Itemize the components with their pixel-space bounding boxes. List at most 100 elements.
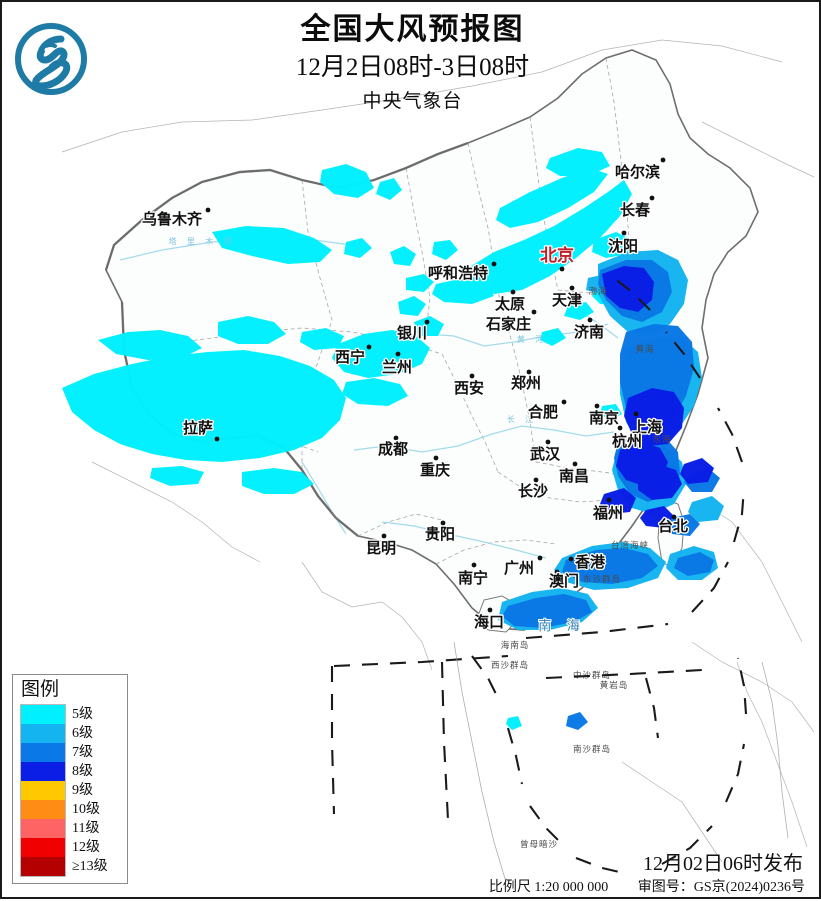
city-dot-9 [649, 195, 655, 201]
city-label-乌鲁木齐: 乌鲁木齐 [142, 210, 203, 228]
river-label: 长 江 [507, 414, 537, 424]
city-dot-33 [487, 607, 493, 613]
city-dot-26 [671, 514, 677, 520]
city-label-西宁: 西宁 [335, 348, 365, 366]
city-dot-21 [433, 455, 439, 461]
city-dot-6 [559, 266, 565, 272]
nine-dash-line [330, 277, 748, 876]
city-label-兰州: 兰州 [382, 358, 412, 376]
city-label-郑州: 郑州 [511, 374, 541, 392]
city-label-广州: 广州 [504, 559, 534, 577]
city-label-昆明: 昆明 [366, 540, 396, 557]
city-dot-24 [533, 477, 539, 483]
legend-label-8: ≥13级 [72, 859, 108, 874]
river-label: 黄 河 [517, 334, 547, 344]
city-dot-3 [366, 344, 372, 350]
river-label: 塔 里 木 河 [169, 236, 236, 246]
city-label-济南: 济南 [574, 323, 604, 341]
footer-line: 比例尺 1:20 000 000 审图号：GS京(2024)0236号 [2, 876, 819, 896]
city-dot-12 [531, 309, 537, 315]
city-label-成都: 成都 [378, 440, 408, 458]
city-label-北京: 北京 [540, 245, 574, 265]
city-dot-11 [510, 289, 516, 295]
legend-label-2: 7级 [72, 745, 93, 760]
map-scale: 比例尺 1:20 000 000 [488, 880, 609, 895]
legend-label-7: 12级 [72, 840, 100, 855]
city-dot-23 [572, 461, 578, 467]
city-label-南宁: 南宁 [458, 569, 488, 587]
island-label-黄岩岛: 黄岩岛 [600, 680, 629, 690]
legend-title: 图例 [21, 679, 60, 700]
city-dot-32 [471, 562, 477, 568]
city-label-上海: 上海 [632, 418, 662, 436]
city-dot-30 [568, 556, 574, 562]
island-label-海南岛: 海南岛 [501, 640, 530, 650]
city-dot-0 [205, 207, 211, 213]
city-dot-17 [594, 403, 600, 409]
island-label-南沙群岛: 南沙群岛 [573, 744, 611, 754]
city-label-杭州: 杭州 [612, 432, 642, 450]
sea-label-南 海: 南 海 [538, 618, 586, 633]
city-label-福州: 福州 [592, 504, 623, 522]
city-dot-14 [526, 369, 532, 375]
city-dot-4 [395, 351, 401, 357]
city-label-香港: 香港 [575, 553, 606, 571]
legend-label-3: 8级 [72, 764, 93, 779]
city-label-石家庄: 石家庄 [485, 315, 531, 333]
city-dot-16 [561, 399, 567, 405]
legend-label-1: 6级 [72, 726, 93, 741]
city-dot-10 [621, 230, 627, 236]
legend-label-4: 9级 [72, 783, 93, 798]
map-river-labels: 塔 里 木 河黄 河长 江 [169, 236, 547, 424]
city-label-呼和浩特: 呼和浩特 [428, 264, 488, 282]
island-label-中沙群岛: 中沙群岛 [573, 670, 611, 680]
island-label-东海: 东海 [652, 434, 671, 444]
city-dot-22 [545, 439, 551, 445]
legend-label-5: 10级 [72, 802, 100, 817]
city-label-天津: 天津 [552, 291, 582, 309]
legend-label-list: 5级 6级 7级 8级 9级 10级 11级 12级 ≥13级 [72, 704, 108, 876]
city-dot-27 [440, 520, 446, 526]
legend-swatch-6 [21, 819, 65, 838]
legend-swatch-5 [21, 800, 65, 819]
island-label-曾母暗沙: 曾母暗沙 [520, 839, 558, 849]
city-label-南京: 南京 [589, 409, 619, 427]
legend-swatch-2 [21, 743, 65, 762]
city-label-银川: 银川 [397, 324, 427, 342]
city-dot-31 [554, 569, 560, 575]
review-number: 审图号：GS京(2024)0236号 [637, 880, 805, 895]
city-label-武汉: 武汉 [530, 445, 561, 463]
city-dot-1 [214, 436, 220, 442]
city-dot-20 [393, 435, 399, 441]
issue-time: 12月02日06时发布 [643, 853, 803, 875]
city-dot-7 [569, 285, 575, 291]
city-dot-29 [537, 555, 543, 561]
city-dot-28 [381, 533, 387, 539]
legend-label-6: 11级 [72, 821, 100, 836]
cma-dragon-logo [14, 22, 88, 96]
legend-swatch-8 [21, 857, 65, 876]
city-label-长春: 长春 [620, 201, 650, 219]
legend-swatch-0 [21, 705, 65, 724]
wind-area-level-5 [62, 148, 644, 730]
legend-swatch-7 [21, 838, 65, 857]
map-sea-labels: 南 海 [537, 617, 586, 634]
city-dot-13 [587, 317, 593, 323]
city-label-拉萨: 拉萨 [183, 419, 213, 437]
city-dot-15 [469, 373, 475, 379]
city-dot-8 [660, 157, 666, 163]
city-label-沈阳: 沈阳 [608, 237, 638, 255]
legend-color-bar [20, 704, 66, 877]
island-label-东沙群岛: 东沙群岛 [583, 574, 621, 584]
legend-swatch-1 [21, 724, 65, 743]
city-dot-18 [633, 411, 639, 417]
island-label-黄海: 黄海 [635, 344, 654, 354]
legend-label-0: 5级 [72, 707, 93, 722]
legend-swatch-4 [21, 781, 65, 800]
island-label-渤海: 渤海 [588, 286, 607, 296]
city-label-澳门: 澳门 [549, 572, 579, 590]
